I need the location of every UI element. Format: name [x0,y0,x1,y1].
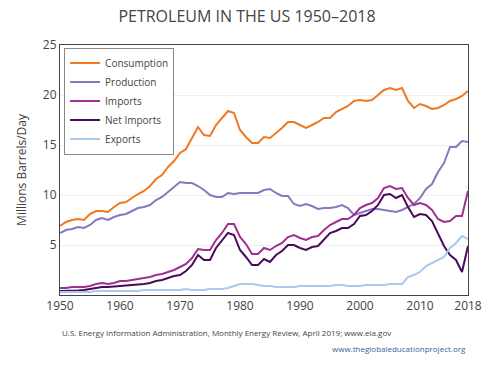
svg-text:1990: 1990 [286,297,314,314]
svg-text:Net Imports: Net Imports [105,113,161,127]
svg-text:25: 25 [43,36,57,53]
svg-text:2018: 2018 [454,297,482,314]
svg-text:20: 20 [43,86,57,103]
svg-text:1960: 1960 [106,297,134,314]
svg-text:1980: 1980 [226,297,254,314]
svg-text:www.theglobaleducationproject.: www.theglobaleducationproject.org [332,343,466,354]
svg-text:1950: 1950 [46,297,74,314]
svg-text:15: 15 [43,136,57,153]
svg-text:1970: 1970 [166,297,194,314]
svg-text:5: 5 [50,236,57,253]
svg-text:Millions Barrels/Day: Millions Barrels/Day [13,113,30,226]
svg-text:Imports: Imports [105,94,142,108]
svg-text:Consumption: Consumption [105,56,168,70]
svg-text:10: 10 [43,186,57,203]
svg-text:2010: 2010 [406,297,434,314]
svg-text:U.S. Energy Information Admini: U.S. Energy Information Administration, … [62,327,391,338]
svg-text:Exports: Exports [105,132,141,146]
svg-text:Production: Production [105,75,156,89]
svg-text:PETROLEUM IN THE US 1950–2018: PETROLEUM IN THE US 1950–2018 [118,5,375,27]
svg-text:2000: 2000 [346,297,374,314]
